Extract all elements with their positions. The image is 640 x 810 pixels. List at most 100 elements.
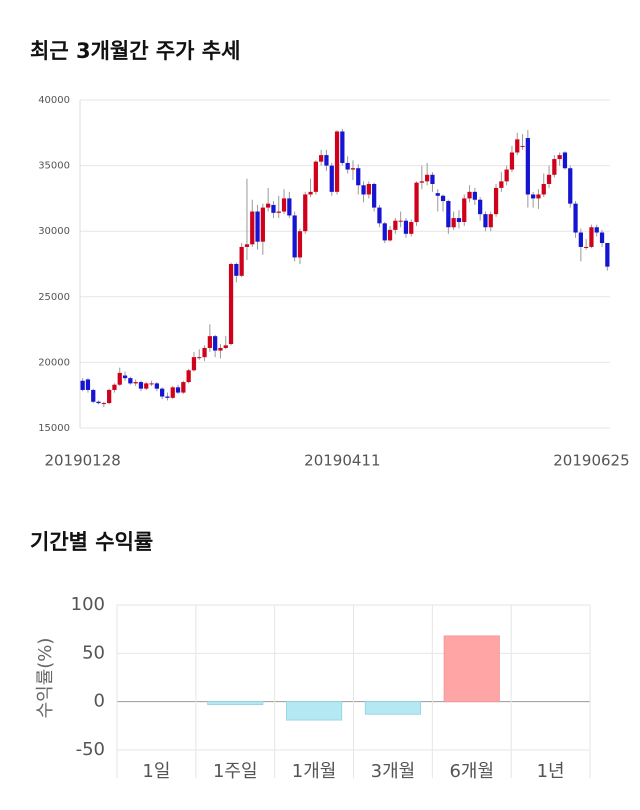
candle-body (144, 383, 149, 389)
candle-body (239, 246, 244, 276)
candle-body (525, 138, 530, 195)
bar (207, 701, 264, 706)
candle-body (160, 388, 165, 397)
candle-body (85, 379, 91, 390)
x-tick-label: 1개월 (292, 761, 337, 782)
candle-body (509, 152, 515, 170)
candle-body (191, 357, 197, 371)
candle-body (297, 231, 303, 258)
candle-body (504, 169, 509, 182)
candle-body (446, 201, 451, 228)
candle-body (456, 218, 462, 223)
candle-body (568, 168, 573, 204)
candle-body (207, 336, 212, 348)
candle-body (181, 382, 186, 393)
candle-body (223, 345, 228, 348)
candle-body (467, 191, 472, 199)
candle-body (91, 389, 96, 402)
x-tick-label: 1주일 (213, 761, 258, 782)
y-tick-label: 50 (82, 642, 105, 663)
candle-body (393, 220, 398, 230)
candle-body (499, 181, 504, 188)
y-tick-label: 40000 (38, 95, 70, 106)
candle-body (440, 195, 446, 202)
y-tick-label: 20000 (38, 357, 70, 368)
x-tick-label: 1년 (537, 761, 565, 782)
candle-body (589, 227, 594, 247)
candle-body (425, 174, 430, 182)
candle-body (361, 185, 366, 195)
candle-body (356, 168, 361, 186)
candle-body (584, 246, 589, 248)
candle-body (276, 211, 281, 213)
candle-body (96, 401, 101, 404)
candle-body (488, 214, 493, 228)
candle-body (228, 264, 234, 345)
bar (443, 635, 500, 703)
candle-body (366, 183, 371, 195)
candle-body (255, 211, 260, 242)
candle-body (594, 227, 599, 233)
candle-body (117, 372, 122, 385)
candle-body (266, 203, 271, 208)
y-tick-label: 100 (71, 594, 105, 615)
x-tick-label: 6개월 (449, 761, 494, 782)
candle-body (165, 396, 170, 398)
candle-body (472, 191, 477, 200)
candle-body (552, 159, 557, 175)
candle-body (562, 152, 568, 169)
candle-body (520, 145, 525, 147)
candle-body (419, 181, 424, 183)
candle-body (573, 203, 578, 233)
candle-body (101, 403, 106, 405)
candle-body (451, 218, 456, 228)
candle-body (462, 198, 467, 223)
candle-body (324, 155, 329, 166)
x-tick-label: 20190128 (44, 452, 120, 470)
candle-body (107, 389, 112, 404)
y-tick-label: 30000 (38, 226, 70, 237)
candle-body (281, 198, 287, 212)
candle-body (531, 194, 536, 199)
candle-body (234, 264, 239, 276)
candle-body (170, 387, 175, 398)
candle-body (414, 182, 419, 223)
candle-body (260, 207, 265, 242)
candle-body (128, 378, 133, 384)
candle-body (557, 155, 562, 160)
candle-body (133, 382, 138, 384)
candle-body (605, 243, 610, 267)
candle-body (292, 215, 297, 258)
y-tick-label: -50 (76, 739, 105, 760)
candle-body (350, 168, 356, 170)
candle-body (372, 183, 377, 208)
chart-title: 기간별 수익률 (30, 530, 153, 554)
bar (364, 701, 422, 715)
candle-body (546, 174, 552, 184)
x-tick-label: 3개월 (371, 761, 416, 782)
candle-body (154, 383, 159, 389)
candle-body (398, 220, 403, 222)
candle-body (478, 199, 483, 215)
candle-body (483, 214, 488, 228)
x-tick-label: 20190625 (553, 452, 629, 470)
candle-body (175, 387, 181, 393)
candle-body (112, 384, 117, 390)
candle-body (313, 161, 318, 192)
candle-body (138, 382, 144, 389)
candle-body (515, 139, 520, 153)
candle-body (340, 131, 345, 163)
candle-body (287, 198, 292, 216)
candle-body (578, 232, 583, 247)
chart-title: 최근 3개월간 주가 추세 (30, 39, 240, 63)
bar (285, 701, 343, 721)
candle-body (303, 194, 308, 232)
candle-body (218, 347, 223, 351)
candle-body (409, 222, 414, 234)
candle-body (186, 370, 191, 383)
y-tick-label: 35000 (38, 161, 70, 172)
candle-body (435, 193, 440, 196)
candle-body (430, 174, 435, 184)
y-tick-label: 0 (94, 691, 105, 712)
